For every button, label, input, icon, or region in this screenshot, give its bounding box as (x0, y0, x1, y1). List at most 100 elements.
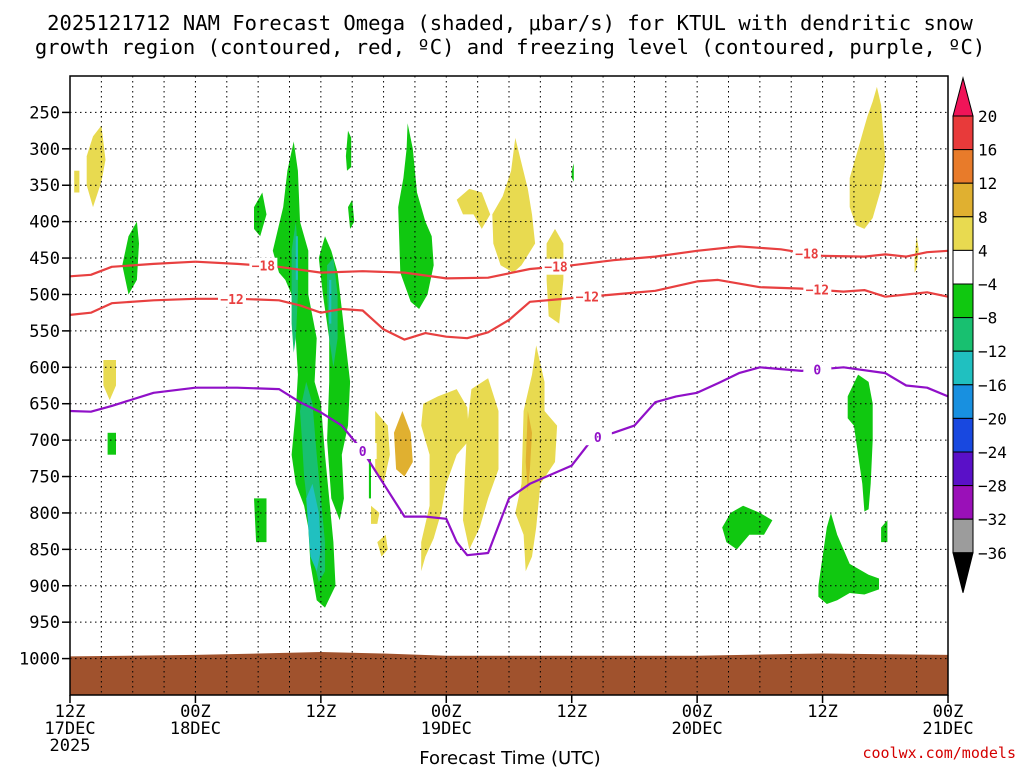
chart-title-line2: growth region (contoured, red, ºC) and f… (35, 35, 985, 59)
xtick-label-0-1: 17DEC (44, 719, 95, 739)
colorbar-swatch-4 (952, 216, 974, 251)
ytick-label-500: 500 (29, 285, 60, 305)
isotherm-minus18-label-2: −18 (795, 247, 819, 262)
omega-region-29 (847, 374, 873, 512)
freezing-level-label-0: 0 (359, 445, 367, 460)
ytick-label-550: 550 (29, 322, 60, 342)
ytick-label-250: 250 (29, 103, 60, 123)
freezing-level-label-1: 0 (594, 431, 602, 446)
colorbar-swatch-8 (952, 350, 974, 386)
omega-region-15 (525, 411, 532, 492)
freezing-level-label-bg-2 (803, 361, 832, 378)
omega-region-17 (107, 432, 116, 455)
ytick-label-300: 300 (29, 140, 60, 160)
isotherm-minus12-label-1: −12 (576, 291, 599, 306)
omega-region-6 (463, 378, 499, 550)
omega-region-25 (398, 123, 434, 309)
colorbar-swatch-2 (952, 149, 974, 184)
xtick-label-36-0: 00Z (431, 702, 462, 722)
isotherm-minus12-label-bg-0 (218, 290, 247, 307)
colorbar-label-8: −16 (978, 376, 1007, 395)
omega-region-2 (103, 360, 116, 401)
colorbar-label-13: −36 (978, 544, 1007, 563)
omega-region-34 (306, 483, 321, 572)
temperature-contours: −18 −18 −18 −12 −12 −12 0 0 0 (69, 245, 949, 557)
colorbar-swatch-1 (952, 115, 974, 151)
isotherm-minus18-label-bg-0 (249, 257, 278, 274)
x-axis-label: Forecast Time (UTC) (419, 748, 600, 768)
freezing-level-line (69, 366, 949, 557)
xtick-label-84-0: 00Z (933, 702, 964, 722)
colorbar-label-5: −4 (978, 275, 997, 294)
ytick-label-950: 950 (29, 613, 60, 633)
xtick-label-60-0: 00Z (682, 702, 713, 722)
omega-region-18 (254, 192, 267, 237)
colorbar-swatch-13 (952, 518, 974, 554)
xtick-label-84-1: 21DEC (922, 719, 973, 739)
chart-title-line1: 2025121712 NAM Forecast Omega (shaded, μ… (47, 11, 973, 35)
omega-region-12 (377, 534, 388, 557)
colorbar-swatch-3 (952, 182, 974, 218)
isotherm-minus12-label-0: −12 (220, 293, 243, 308)
omega-region-26 (571, 163, 574, 182)
isotherm-minus18-label-bg-2 (792, 245, 821, 262)
xtick-label-60-1: 20DEC (672, 719, 723, 739)
ytick-label-900: 900 (29, 577, 60, 597)
ground-fill (70, 652, 948, 695)
grid-lines (69, 76, 949, 695)
freezing-level-label-2: 0 (813, 364, 821, 379)
omega-region-14 (394, 411, 413, 477)
isotherm-minus18-label-bg-1 (542, 258, 571, 275)
ytick-label-400: 400 (29, 213, 60, 233)
ytick-label-850: 850 (29, 540, 60, 560)
omega-region-8 (515, 345, 558, 572)
ground-layer (70, 652, 948, 695)
pressure-axis: 250 300 350 400 450 500 550 600 650 700 750 800 850 9… (19, 103, 70, 670)
omega-region-0 (74, 170, 80, 193)
colorbar-label-6: −8 (978, 309, 997, 328)
omega-region-21 (318, 236, 351, 521)
colorbar-label-10: −24 (978, 443, 1007, 462)
omega-region-9 (849, 86, 886, 229)
colorbar-swatch-11 (952, 451, 974, 487)
freezing-level-label-bg-1 (583, 429, 612, 446)
omega-region-36 (329, 279, 332, 324)
ytick-label-700: 700 (29, 431, 60, 451)
xtick-label-24-0: 12Z (305, 702, 336, 722)
omega-colorbar: 20 16 12 8 4 −4 −8 −12 −16 −20 −24 −28 −32 −36 (952, 76, 1007, 593)
colorbar-swatch-5 (952, 249, 974, 285)
colorbar-label-1: 16 (978, 141, 997, 160)
isotherm-minus18-label-0: −18 (252, 260, 276, 275)
colorbar-swatch-9 (952, 384, 974, 419)
xtick-label-12-0: 00Z (180, 702, 211, 722)
omega-region-24 (368, 454, 371, 499)
xtick-label-48-0: 12Z (556, 702, 587, 722)
colorbar-label-3: 8 (978, 208, 988, 227)
xtick-label-36-1: 19DEC (421, 719, 472, 739)
ytick-label-450: 450 (29, 249, 60, 269)
omega-region-30 (881, 520, 888, 543)
colorbar-label-4: 4 (978, 241, 988, 260)
omega-region-22 (345, 130, 352, 171)
isotherm-minus12-label-bg-1 (573, 288, 602, 305)
colorbar-label-9: −20 (978, 409, 1007, 428)
ytick-label-750: 750 (29, 468, 60, 488)
isotherm-minus18-label-1: −18 (544, 261, 568, 276)
ytick-label-350: 350 (29, 176, 60, 196)
colorbar-label-7: −12 (978, 342, 1007, 361)
plot-frame (69, 75, 949, 696)
omega-region-3 (421, 389, 470, 572)
credit-text: coolwx.com/models (862, 744, 1016, 762)
isotherm-minus12-label-bg-2 (803, 281, 832, 298)
colorbar-bottom-arrow (952, 552, 974, 593)
omega-region-19 (254, 498, 267, 543)
xtick-label-0-2: 2025 (50, 736, 91, 756)
colorbar-label-0: 20 (978, 107, 997, 126)
colorbar-label-2: 12 (978, 174, 997, 193)
colorbar-swatch-6 (952, 283, 974, 319)
xtick-label-72-0: 12Z (807, 702, 838, 722)
omega-region-23 (348, 199, 355, 229)
colorbar-swatch-7 (952, 317, 974, 352)
